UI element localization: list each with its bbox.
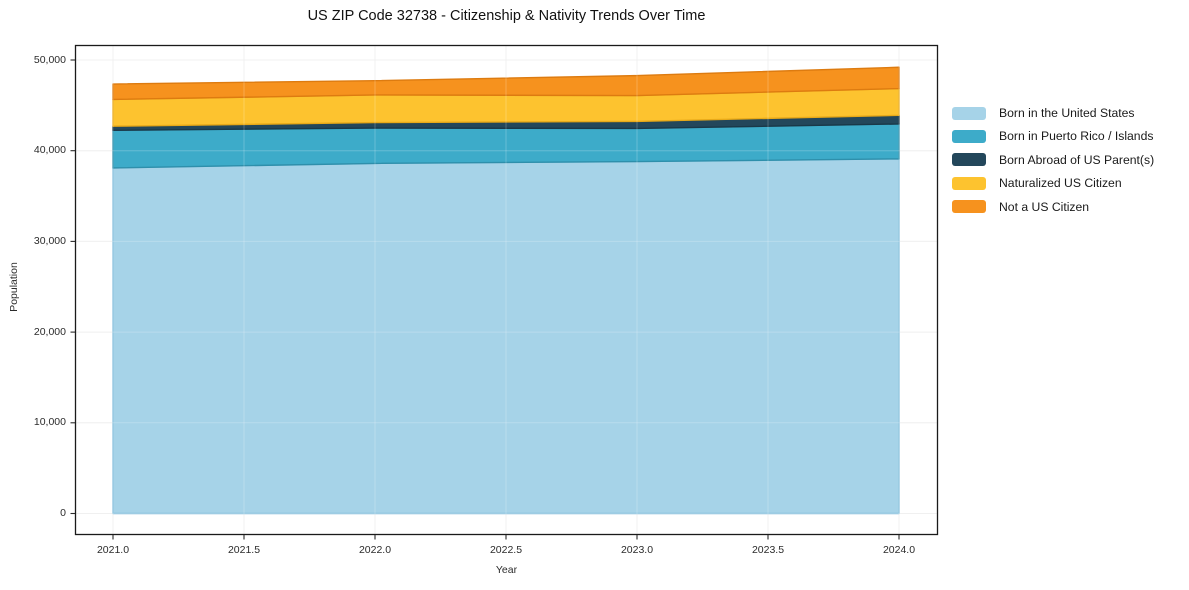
- x-tick-label: 2021.0: [96, 544, 130, 556]
- legend-swatch-icon: [952, 129, 986, 143]
- area-series-4: [112, 66, 900, 101]
- plot-border: [74, 44, 939, 536]
- x-tick-label: 2022.5: [489, 544, 523, 556]
- legend-swatch-icon: [952, 153, 986, 167]
- legend-label: Born in Puerto Rico / Islands: [999, 129, 1154, 144]
- legend-label: Naturalized US Citizen: [999, 176, 1122, 191]
- y-tick-label: 50,000: [33, 53, 66, 66]
- legend-swatch-icon: [952, 106, 986, 120]
- legend-item: Naturalized US Citizen: [952, 173, 1122, 193]
- y-tick-label: 0: [60, 507, 66, 519]
- legend-label: Born Abroad of US Parent(s): [999, 152, 1155, 167]
- y-tick-label: 40,000: [33, 144, 66, 157]
- y-tick-label: 20,000: [33, 325, 66, 338]
- legend-label: Not a US Citizen: [999, 199, 1090, 214]
- x-tick-label: 2021.5: [227, 544, 261, 556]
- legend-item: Not a US Citizen: [952, 197, 1089, 217]
- chart-title: US ZIP Code 32738 - Citizenship & Nativi…: [307, 8, 706, 24]
- x-axis-label: Year: [495, 564, 518, 576]
- legend-swatch-icon: [952, 176, 986, 190]
- legend-item: Born in the United States: [952, 103, 1135, 123]
- legend-swatch-icon: [952, 200, 986, 214]
- y-tick-label: 10,000: [33, 416, 66, 429]
- x-tick-label: 2023.5: [751, 544, 785, 556]
- x-tick-label: 2022.0: [358, 544, 392, 556]
- x-tick-label: 2024.0: [882, 544, 916, 556]
- y-axis-label: Population: [8, 262, 20, 312]
- legend-item: Born in Puerto Rico / Islands: [952, 126, 1153, 146]
- legend-item: Born Abroad of US Parent(s): [952, 150, 1154, 170]
- y-tick-label: 30,000: [33, 234, 66, 247]
- legend-label: Born in the United States: [999, 106, 1135, 120]
- x-tick-label: 2023.0: [620, 544, 654, 556]
